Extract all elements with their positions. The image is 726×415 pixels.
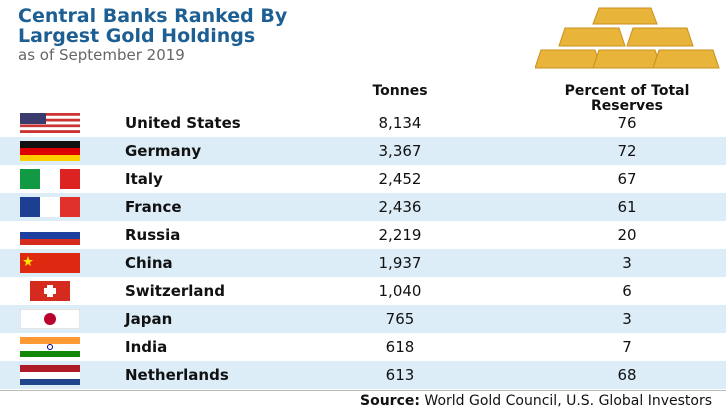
table-row: India 618 7 bbox=[0, 333, 726, 361]
source-label: Source: bbox=[360, 393, 420, 409]
table-row: United States 8,134 76 bbox=[0, 109, 726, 137]
percent: 76 bbox=[617, 114, 637, 132]
table-row: Switzerland 1,040 6 bbox=[0, 277, 726, 305]
flag bbox=[20, 169, 80, 189]
country: China bbox=[125, 254, 173, 272]
table-row: France 2,436 61 bbox=[0, 193, 726, 221]
column-header: Percent of Total Reserves bbox=[564, 83, 690, 114]
tonnes: 2,219 bbox=[378, 226, 422, 244]
gold-bars-icon bbox=[535, 7, 720, 69]
flag bbox=[20, 197, 80, 217]
country: Italy bbox=[125, 170, 163, 188]
flag bbox=[20, 309, 80, 329]
tonnes: 2,452 bbox=[378, 170, 422, 188]
tonnes: 3,367 bbox=[378, 142, 422, 160]
title-line: Largest Gold Holdings bbox=[18, 25, 256, 47]
table-row: Germany 3,367 72 bbox=[0, 137, 726, 165]
divider bbox=[0, 390, 726, 391]
source-text: World Gold Council, U.S. Global Investor… bbox=[424, 393, 712, 409]
percent: 6 bbox=[622, 282, 632, 300]
table-row: Japan 765 3 bbox=[0, 305, 726, 333]
country: Netherlands bbox=[125, 366, 229, 384]
tonnes: 765 bbox=[385, 310, 415, 328]
title-line: Central Banks Ranked By bbox=[18, 5, 288, 27]
country: United States bbox=[125, 114, 241, 132]
percent: 61 bbox=[617, 198, 637, 216]
flag bbox=[20, 113, 80, 133]
percent: 20 bbox=[617, 226, 637, 244]
tonnes: 8,134 bbox=[378, 114, 422, 132]
country: Switzerland bbox=[125, 282, 225, 300]
table-row: China 1,937 3 bbox=[0, 249, 726, 277]
flag bbox=[20, 365, 80, 385]
tonnes: 1,937 bbox=[378, 254, 422, 272]
tonnes: 613 bbox=[385, 366, 415, 384]
flag bbox=[20, 253, 80, 273]
column-header: Tonnes bbox=[372, 83, 428, 99]
percent: 7 bbox=[622, 338, 632, 356]
percent: 3 bbox=[622, 254, 632, 272]
country: France bbox=[125, 198, 182, 216]
table-row: Italy 2,452 67 bbox=[0, 165, 726, 193]
country: Germany bbox=[125, 142, 202, 160]
subtitle: as of September 2019 bbox=[18, 46, 185, 64]
country: Japan bbox=[125, 310, 173, 328]
tonnes: 1,040 bbox=[378, 282, 422, 300]
tonnes: 2,436 bbox=[378, 198, 422, 216]
table-row: Russia 2,219 20 bbox=[0, 221, 726, 249]
title: Central Banks Ranked By Largest Gold Hol… bbox=[18, 6, 287, 46]
tonnes: 618 bbox=[385, 338, 415, 356]
country: India bbox=[125, 338, 168, 356]
percent: 3 bbox=[622, 310, 632, 328]
table-row: Netherlands 613 68 bbox=[0, 361, 726, 389]
percent: 67 bbox=[617, 170, 637, 188]
percent: 68 bbox=[617, 366, 637, 384]
flag bbox=[20, 141, 80, 161]
flag bbox=[20, 225, 80, 245]
source: Source: World Gold Council, U.S. Global … bbox=[360, 393, 712, 409]
percent: 72 bbox=[617, 142, 637, 160]
flag bbox=[20, 337, 80, 357]
country: Russia bbox=[125, 226, 181, 244]
flag bbox=[30, 281, 70, 301]
